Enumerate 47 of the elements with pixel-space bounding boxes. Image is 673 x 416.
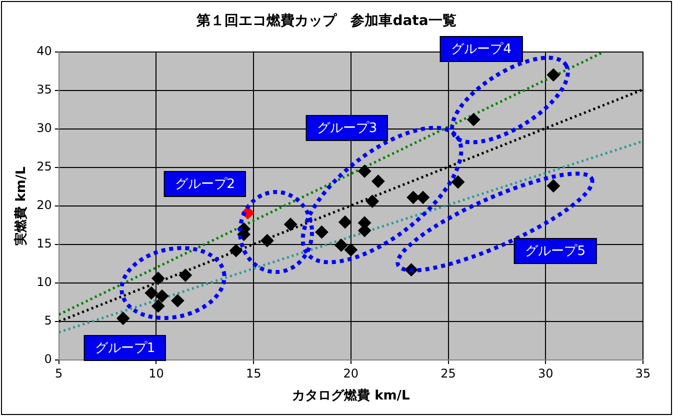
x-tick-label: 10 <box>148 366 164 380</box>
point <box>230 244 243 258</box>
point <box>178 268 192 282</box>
point <box>344 243 358 256</box>
x-axis-title: カタログ燃費 km/L <box>292 388 410 404</box>
point <box>315 226 328 239</box>
point <box>366 194 379 208</box>
annotation: グループ4 <box>440 36 523 62</box>
point <box>144 286 158 300</box>
y-axis-title: 実燃費 km/L <box>13 166 30 246</box>
point <box>284 218 298 231</box>
y-tick-label: 25 <box>36 160 52 174</box>
x-tick-label: 30 <box>538 366 554 380</box>
point <box>358 164 372 178</box>
x-tick-label: 25 <box>440 366 456 380</box>
point <box>467 113 480 126</box>
point <box>338 216 352 229</box>
point <box>152 272 165 285</box>
y-tick-label: 30 <box>36 120 52 135</box>
y-tick-label: 10 <box>36 275 52 290</box>
point <box>546 68 560 82</box>
point <box>116 312 130 325</box>
point <box>452 176 465 189</box>
point <box>416 190 430 204</box>
y-tick-label: 5 <box>44 314 52 328</box>
point <box>260 234 274 248</box>
annotation: グループ1 <box>84 334 166 361</box>
y-tick-label: 40 <box>36 44 52 58</box>
x-tick-label: 35 <box>635 366 651 380</box>
point <box>171 294 184 308</box>
point <box>156 290 169 303</box>
chart-title: 第１回エコ燃費カップ 参加車data一覧 <box>196 12 456 30</box>
y-tick-label: 0 <box>44 352 52 366</box>
x-tick-label: 5 <box>55 366 63 380</box>
y-tick-label: 20 <box>36 198 52 212</box>
point <box>372 174 385 188</box>
point <box>334 238 348 252</box>
annotation: グループ2 <box>164 170 246 197</box>
point <box>406 190 420 204</box>
annotation: グループ3 <box>306 115 388 142</box>
y-tick-label: 15 <box>36 236 52 251</box>
y-tick-label: 35 <box>36 82 52 96</box>
x-tick-label: 15 <box>246 366 262 380</box>
point <box>152 300 165 313</box>
point <box>546 179 560 192</box>
x-tick-label: 20 <box>343 366 359 380</box>
annotation: グループ5 <box>514 238 597 264</box>
